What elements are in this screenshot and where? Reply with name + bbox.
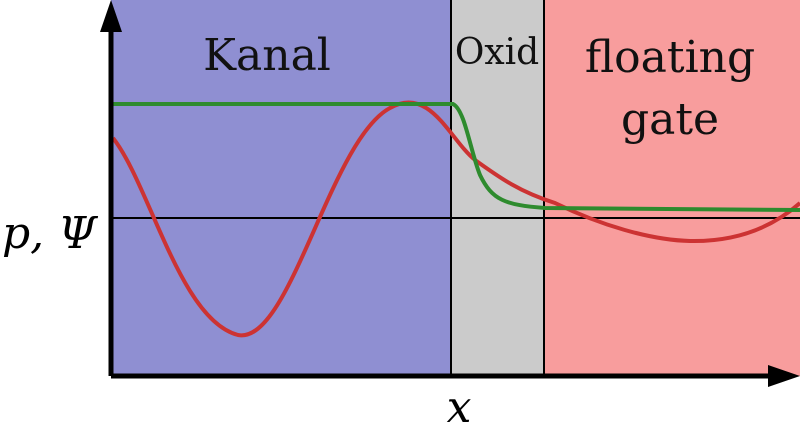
x-axis-label: x — [447, 382, 472, 429]
y-axis-label: p, Ψ — [2, 208, 98, 259]
floating-gate-label-line1: floating — [585, 32, 755, 83]
floating-gate-label-line2: gate — [621, 94, 719, 145]
y-axis-arrowhead — [100, 0, 122, 32]
channel-label: Kanal — [203, 30, 331, 81]
channel-region — [111, 0, 451, 376]
oxide-region — [451, 0, 544, 376]
p-curve — [111, 100, 800, 338]
x-axis-arrowhead — [768, 365, 800, 387]
floating-gate-region — [544, 0, 800, 376]
psi-curve — [113, 102, 800, 212]
oxide-label: Oxid — [455, 32, 539, 73]
